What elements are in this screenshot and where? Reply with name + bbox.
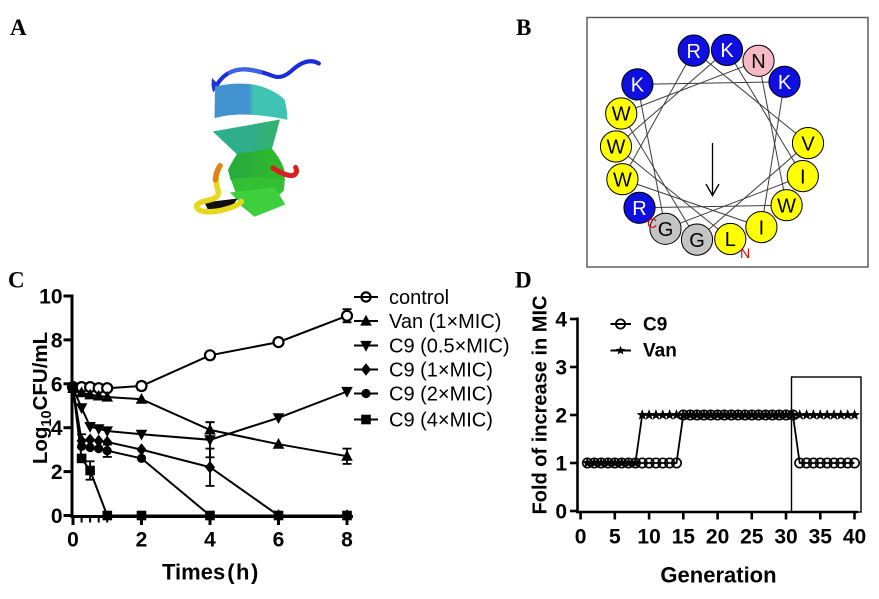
svg-text:W: W xyxy=(777,195,796,217)
svg-text:8: 8 xyxy=(341,529,353,552)
svg-text:N: N xyxy=(740,245,750,261)
svg-text:D: D xyxy=(515,268,532,293)
svg-text:W: W xyxy=(613,169,632,191)
svg-text:0: 0 xyxy=(555,501,567,524)
svg-text:30: 30 xyxy=(774,526,797,549)
svg-text:6: 6 xyxy=(273,529,285,552)
svg-text:2: 2 xyxy=(555,405,567,428)
svg-text:K: K xyxy=(631,75,645,97)
svg-text:C9 (2×MIC): C9 (2×MIC) xyxy=(389,384,493,406)
svg-text:L: L xyxy=(725,229,736,251)
svg-text:V: V xyxy=(801,133,815,155)
svg-text:A: A xyxy=(10,15,27,40)
svg-text:Log10CFU/mL: Log10CFU/mL xyxy=(29,332,55,464)
svg-text:35: 35 xyxy=(809,526,833,549)
svg-text:W: W xyxy=(607,137,626,159)
svg-text:6: 6 xyxy=(51,373,63,396)
svg-text:I: I xyxy=(759,217,765,239)
svg-text:Fold of increase in MIC: Fold of increase in MIC xyxy=(530,296,552,515)
svg-text:R: R xyxy=(632,198,646,220)
svg-text:G: G xyxy=(658,219,674,241)
svg-text:3: 3 xyxy=(555,357,567,380)
svg-text:C9 (0.5×MIC): C9 (0.5×MIC) xyxy=(389,336,510,358)
svg-text:C9 (1×MIC): C9 (1×MIC) xyxy=(389,360,493,382)
svg-text:0: 0 xyxy=(575,526,587,549)
svg-text:I: I xyxy=(800,166,806,188)
svg-text:0: 0 xyxy=(51,505,63,528)
svg-text:25: 25 xyxy=(740,526,764,549)
svg-text:N: N xyxy=(751,51,765,73)
svg-text:control: control xyxy=(389,287,449,309)
svg-text:8: 8 xyxy=(51,329,63,352)
svg-text:2: 2 xyxy=(136,529,148,552)
svg-text:40: 40 xyxy=(843,526,866,549)
svg-text:10: 10 xyxy=(637,526,660,549)
svg-text:R: R xyxy=(686,41,700,63)
svg-text:2: 2 xyxy=(51,461,63,484)
svg-text:C: C xyxy=(8,268,25,293)
svg-text:5: 5 xyxy=(609,526,621,549)
svg-text:W: W xyxy=(612,104,631,126)
svg-text:10: 10 xyxy=(39,286,62,309)
svg-text:G: G xyxy=(689,230,705,252)
svg-text:4: 4 xyxy=(204,529,216,552)
svg-text:15: 15 xyxy=(672,526,696,549)
svg-text:1: 1 xyxy=(555,453,567,476)
svg-text:0: 0 xyxy=(67,529,79,552)
svg-text:20: 20 xyxy=(706,526,729,549)
svg-text:4: 4 xyxy=(555,309,567,332)
svg-text:C9: C9 xyxy=(643,315,667,336)
svg-text:K: K xyxy=(778,72,792,94)
svg-text:Van: Van xyxy=(643,341,677,362)
svg-text:4: 4 xyxy=(51,417,63,440)
svg-text:C9 (4×MIC): C9 (4×MIC) xyxy=(389,410,493,432)
svg-text:B: B xyxy=(516,15,531,40)
svg-text:K: K xyxy=(720,40,734,62)
svg-text:Times(h): Times(h) xyxy=(162,560,258,585)
svg-text:Van (1×MIC): Van (1×MIC) xyxy=(389,311,501,333)
svg-text:C: C xyxy=(647,215,657,231)
svg-text:Generation: Generation xyxy=(660,563,776,588)
